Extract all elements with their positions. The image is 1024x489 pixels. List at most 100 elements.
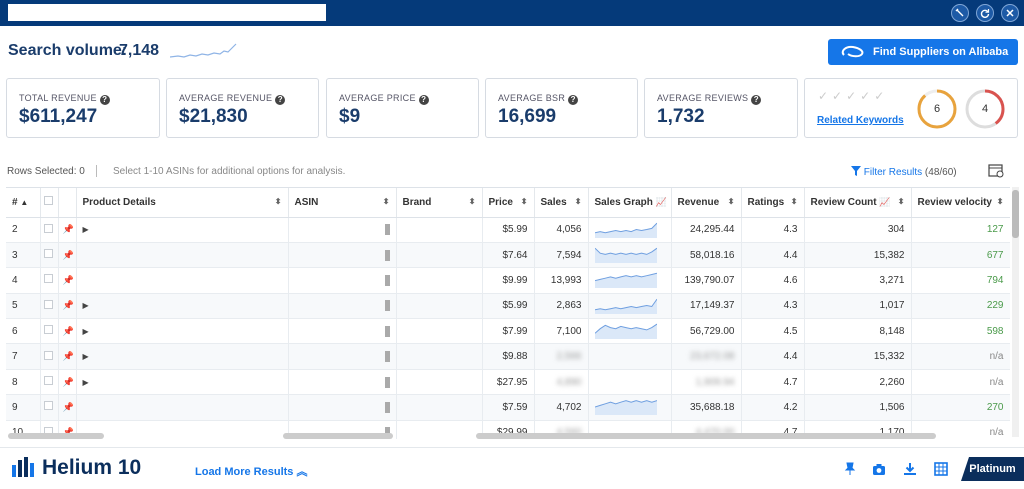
copy-icon[interactable] [384,224,390,236]
column-header-product-details[interactable]: Product Details ⬍ [76,188,289,218]
column-header-asin[interactable]: ASIN ⬍ [288,188,397,218]
sales-graph-cell[interactable] [588,267,672,294]
row-pin[interactable]: 📌 [58,343,77,370]
row-pin[interactable]: 📌 [58,318,77,345]
column-header-ratings[interactable]: Ratings ⬍ [741,188,805,218]
asin-cell[interactable] [288,394,397,421]
top-bar [0,0,1024,26]
horizontal-scrollbar[interactable] [8,433,104,439]
table-row[interactable]: 7 📌 ▶ $9.88 2,566 23,672.08 4.4 15,332 n/a [6,343,1010,370]
asin-cell[interactable] [288,318,397,345]
sales-graph-cell[interactable] [588,394,672,421]
expand-caret-icon[interactable]: ▶ [82,225,89,235]
row-checkbox[interactable] [40,217,59,243]
sales-graph-cell[interactable] [588,343,672,370]
product-details-cell[interactable]: ▶ [76,293,289,320]
table-row[interactable]: 9 📌 $7.59 4,702 35,688.18 4.2 1,506 270 [6,394,1010,421]
asin-cell[interactable] [288,217,397,243]
row-pin[interactable]: 📌 [58,394,77,421]
sales-graph-cell[interactable] [588,293,672,320]
sales-graph-cell[interactable] [588,318,672,345]
asin-cell[interactable] [288,267,397,294]
product-details-cell[interactable] [76,394,289,421]
row-pin[interactable]: 📌 [58,217,77,243]
close-button[interactable] [1001,4,1019,22]
table-icon[interactable] [934,462,948,476]
expand-caret-icon[interactable]: ▶ [82,326,89,336]
product-details-cell[interactable] [76,420,289,439]
column-header-revenue[interactable]: Revenue ⬍ [671,188,742,218]
related-keywords-link[interactable]: Related Keywords [817,115,904,126]
asin-cell[interactable] [288,242,397,269]
asin-cell[interactable] [288,293,397,320]
help-icon[interactable]: ? [275,95,286,105]
expand-caret-icon[interactable]: ▶ [82,301,89,311]
copy-icon[interactable] [384,300,390,312]
copy-icon[interactable] [384,351,390,363]
row-pin[interactable]: 📌 [58,242,77,269]
table-row[interactable]: 3 📌 $7.64 7,594 58,018.16 4.4 15,382 677 [6,242,1010,269]
row-checkbox[interactable] [40,343,59,370]
column-header-sales-graph[interactable]: Sales Graph 📈 [588,188,672,218]
row-checkbox[interactable] [40,267,59,294]
copy-icon[interactable] [384,376,390,388]
table-row[interactable]: 4 📌 $9.99 13,993 139,790.07 4.6 3,271 794 [6,267,1010,294]
column-settings-icon[interactable] [988,164,1004,178]
row-pin[interactable]: 📌 [58,267,77,294]
table-row[interactable]: 8 📌 ▶ $27.95 4,890 1,909.94 4.7 2,260 n/a [6,369,1010,396]
column-header-review-count[interactable]: Review Count 📈 ⬍ [804,188,912,218]
help-icon[interactable]: ? [418,95,429,105]
copy-icon[interactable] [384,401,390,413]
asin-cell[interactable] [288,343,397,370]
title-input[interactable] [8,4,326,21]
select-all-checkbox[interactable] [40,188,59,218]
row-checkbox[interactable] [40,369,59,396]
asin-cell[interactable] [288,369,397,396]
product-details-cell[interactable]: ▶ [76,217,289,243]
product-details-cell[interactable] [76,267,289,294]
copy-icon[interactable] [384,427,390,439]
column-header-number[interactable]: # ▲ [6,188,41,218]
horizontal-scrollbar[interactable] [476,433,936,439]
help-icon[interactable]: ? [568,95,579,105]
pin-window-button[interactable] [951,4,969,22]
table-row[interactable]: 5 📌 ▶ $5.99 2,863 17,149.37 4.3 1,017 229 [6,293,1010,320]
vertical-scrollbar-thumb[interactable] [1012,190,1019,238]
row-checkbox[interactable] [40,293,59,320]
sales-graph-cell[interactable] [588,217,672,243]
pin-icon[interactable] [843,462,857,476]
product-details-cell[interactable]: ▶ [76,318,289,345]
sales-graph-cell[interactable] [588,369,672,396]
download-icon[interactable] [903,462,917,476]
product-details-cell[interactable]: ▶ [76,343,289,370]
horizontal-scrollbar[interactable] [283,433,393,439]
row-checkbox[interactable] [40,242,59,269]
load-more-results-button[interactable]: Load More Results ︽ [195,466,308,478]
expand-caret-icon[interactable]: ▶ [82,377,89,387]
product-details-cell[interactable] [76,242,289,269]
refresh-button[interactable] [976,4,994,22]
row-checkbox[interactable] [40,394,59,421]
row-pin[interactable]: 📌 [58,369,77,396]
row-pin[interactable]: 📌 [58,293,77,320]
sales-graph-cell[interactable] [588,242,672,269]
column-header-price[interactable]: Price ⬍ [482,188,535,218]
table-row[interactable]: 2 📌 ▶ $5.99 4,056 24,295.44 4.3 304 127 [6,217,1010,243]
copy-icon[interactable] [384,249,390,261]
vertical-scrollbar-track[interactable] [1012,187,1019,437]
column-header-sales[interactable]: Sales ⬍ [534,188,589,218]
help-icon[interactable]: ? [99,95,110,105]
column-header-brand[interactable]: Brand ⬍ [396,188,483,218]
help-icon[interactable]: ? [751,95,762,105]
copy-icon[interactable] [384,274,390,286]
column-header-review-velocity[interactable]: Review velocity ⬍ [911,188,1010,218]
table-row[interactable]: 6 📌 ▶ $7.99 7,100 56,729.00 4.5 8,148 598 [6,318,1010,345]
camera-icon[interactable] [872,462,886,476]
product-details-cell[interactable]: ▶ [76,369,289,396]
filter-results-button[interactable]: Filter Results (48/60) [851,166,957,178]
copy-icon[interactable] [384,325,390,337]
review-velocity-cell: 270 [911,394,1010,421]
expand-caret-icon[interactable]: ▶ [82,352,89,362]
find-suppliers-alibaba-button[interactable]: Find Suppliers on Alibaba [828,39,1018,65]
row-checkbox[interactable] [40,318,59,345]
